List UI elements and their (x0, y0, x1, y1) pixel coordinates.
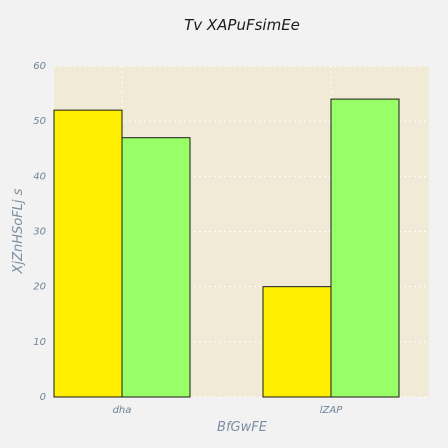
x-tick-label-lZAP: lZAP (320, 405, 343, 416)
chart-title: Tv XAPuFsimEe (184, 16, 300, 34)
y-tick-label-6: 60 (33, 61, 46, 72)
x-axis-label: BfGwFE (217, 420, 268, 435)
x-tick-labels: dha lZAP (113, 405, 344, 416)
bar-lZAP-series-1 (262, 286, 332, 398)
y-axis-label: XjZnHSoFLj s (11, 188, 26, 274)
y-tick-labels: 0 10 20 30 40 50 60 (33, 61, 46, 403)
bar-lZAP-series-2 (330, 98, 400, 398)
y-tick-label-5: 50 (33, 116, 46, 127)
bar-dha-series-1 (53, 109, 123, 398)
x-tick-label-dha: dha (113, 405, 132, 416)
y-tick-label-0: 0 (40, 392, 46, 403)
bar-dha-series-2 (121, 137, 191, 398)
bars (53, 98, 400, 398)
y-tick-label-2: 20 (33, 282, 46, 293)
y-tick-label-1: 10 (33, 337, 46, 348)
y-tick-label-3: 30 (33, 227, 46, 238)
y-tick-label-4: 40 (33, 171, 46, 182)
